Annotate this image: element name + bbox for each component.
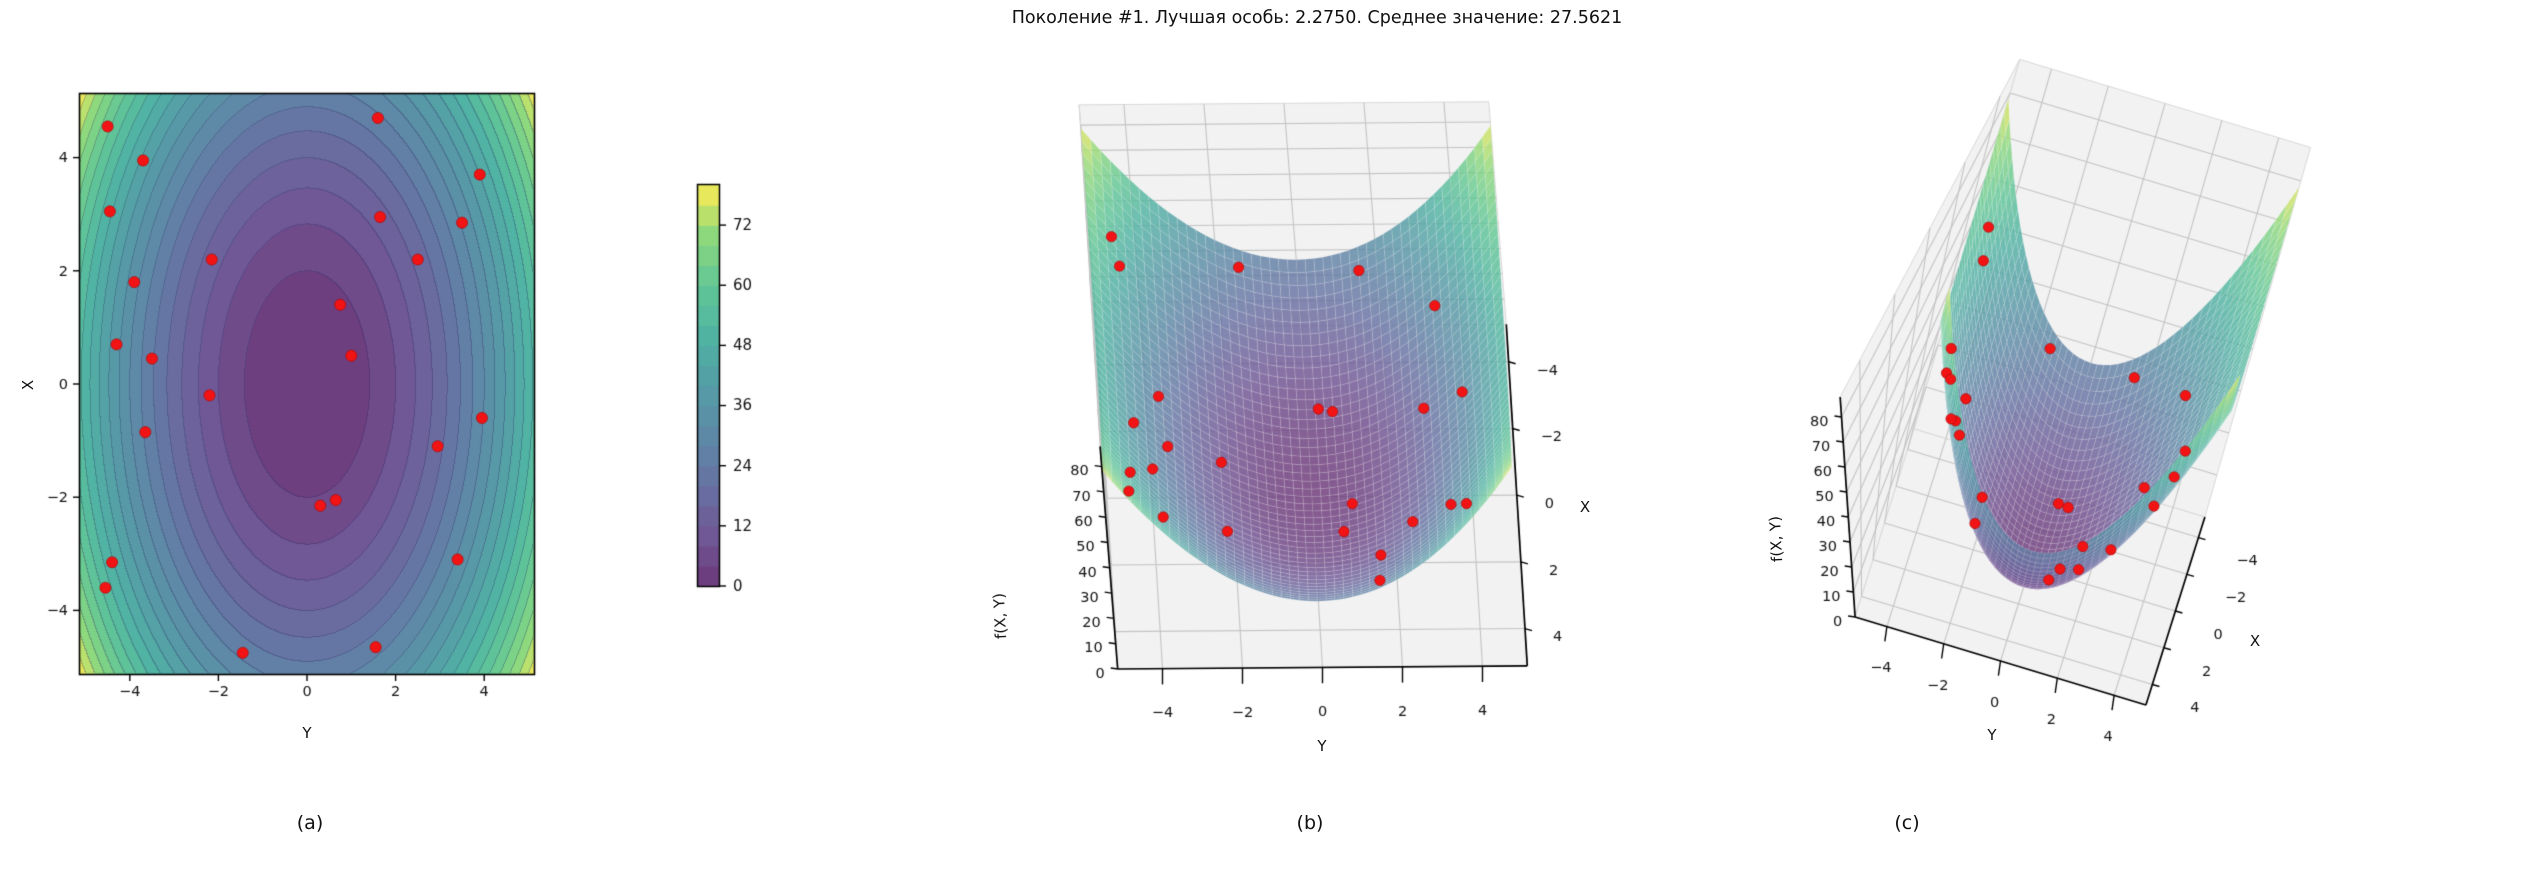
caption-b: (b) — [1296, 812, 1324, 834]
figure-title: Поколение #1. Лучшая особь: 2.2750. Сред… — [1011, 8, 1623, 28]
contour-ylabel: X — [19, 379, 37, 391]
caption-a: (a) — [296, 812, 324, 834]
caption-c: (c) — [1894, 812, 1920, 834]
surface-c-ylabel: X — [2249, 632, 2261, 650]
contour-xlabel: Y — [302, 724, 312, 742]
surface-b-ylabel: X — [1579, 498, 1591, 516]
surface-b-xlabel: Y — [1317, 737, 1327, 755]
surface-c-xlabel: Y — [1987, 726, 1997, 744]
